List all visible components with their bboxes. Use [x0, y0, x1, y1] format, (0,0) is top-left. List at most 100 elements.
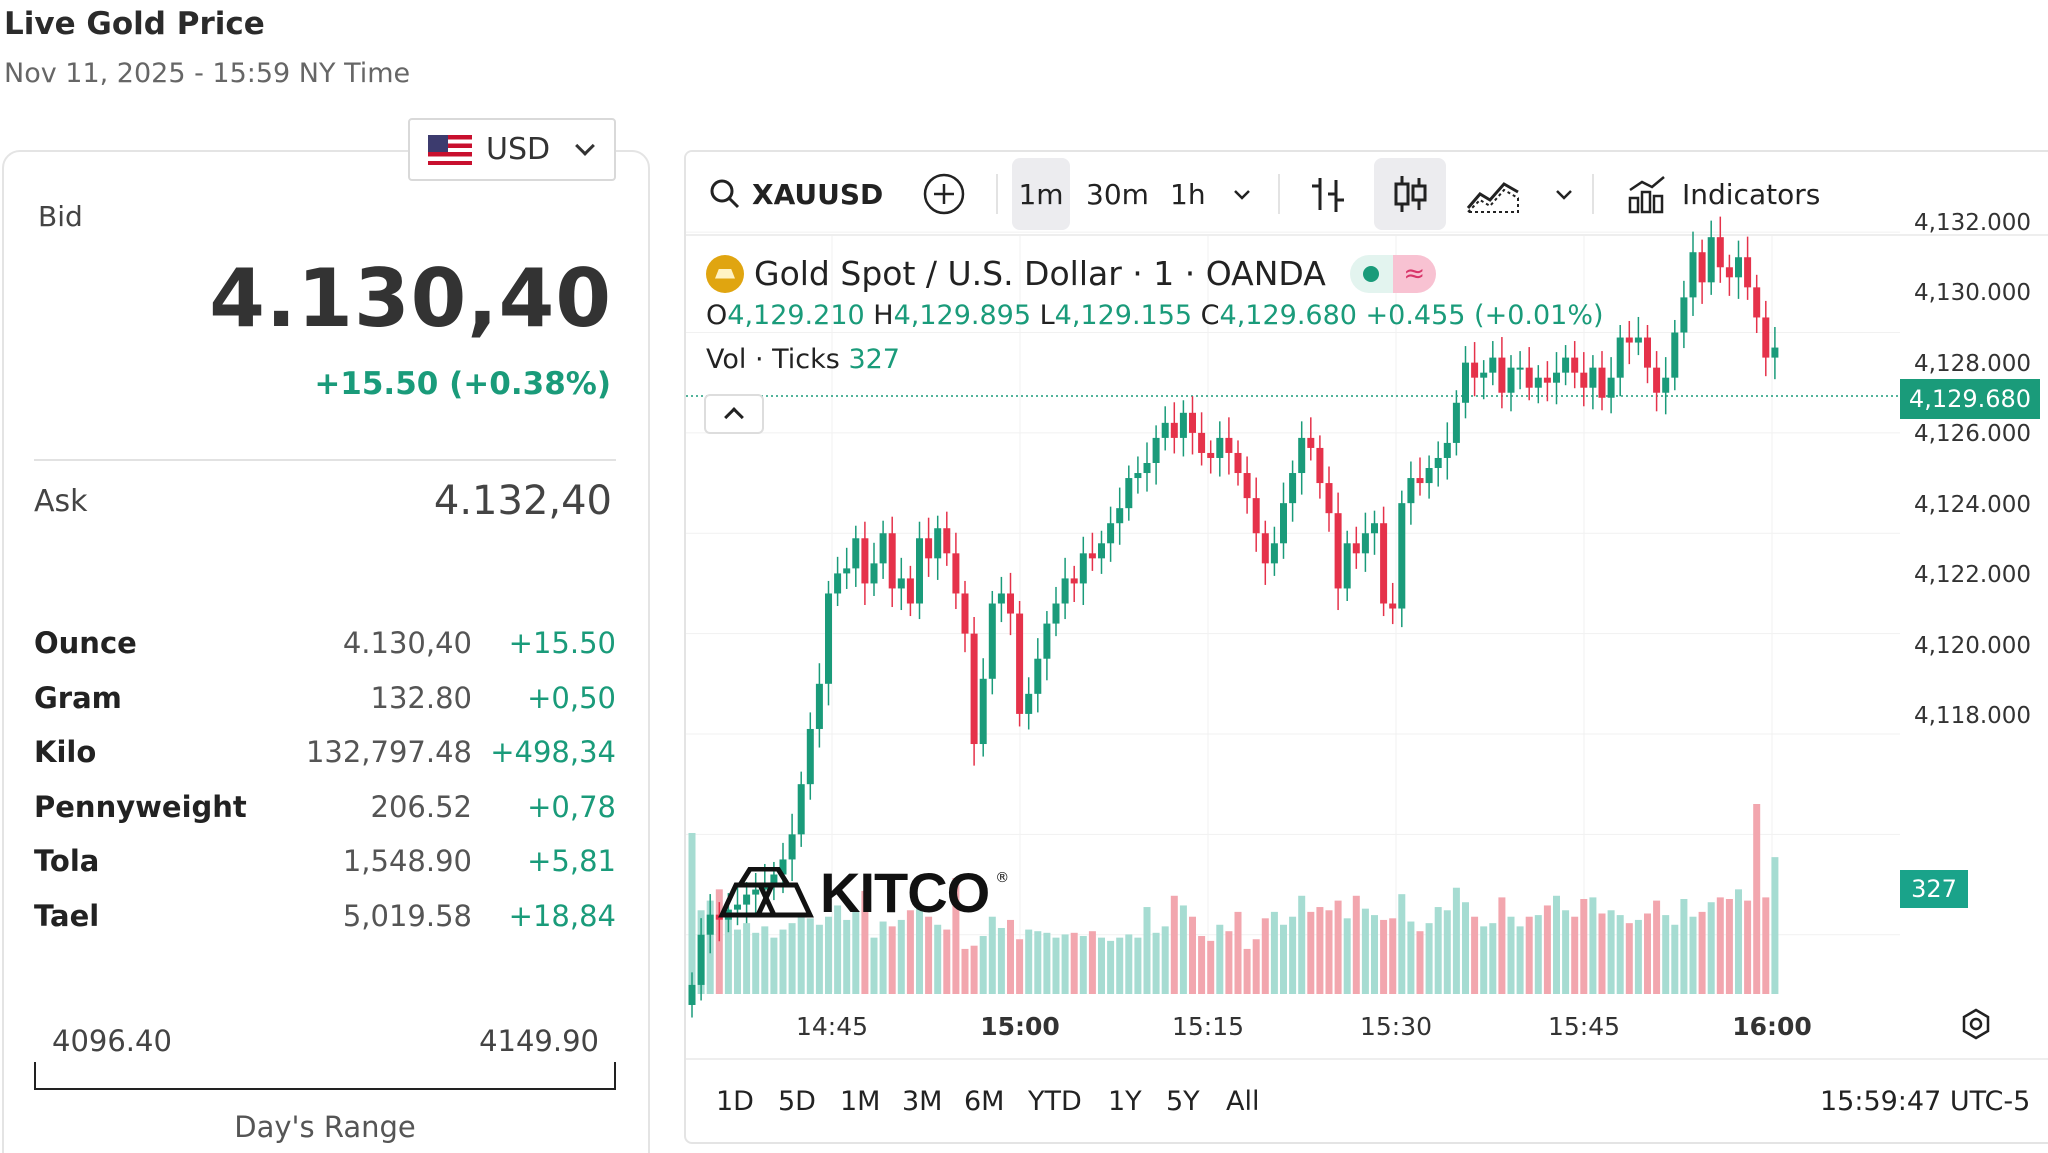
y-tick: 4,122.000 [1914, 562, 2032, 588]
symbol-search[interactable]: XAUUSD [708, 158, 883, 230]
volume-bar [1671, 924, 1679, 994]
volume-bar [1298, 895, 1306, 994]
range-1m[interactable]: 1M [840, 1086, 881, 1117]
candle [1052, 586, 1060, 637]
candle [1534, 365, 1542, 404]
interval-1h[interactable]: 1h [1170, 177, 1206, 211]
x-tick: 15:00 [980, 1012, 1060, 1041]
unit-row: Ounce 4.130,40 +15.50 [34, 616, 616, 671]
bar-style-button[interactable] [1308, 158, 1348, 230]
volume-bar [734, 929, 741, 994]
chart-clock: 15:59:47 UTC-5 [1820, 1086, 2031, 1117]
candle [1753, 274, 1761, 334]
compare-button[interactable] [922, 158, 966, 230]
volume-bar [770, 937, 778, 994]
volume-bar [1016, 939, 1024, 994]
volume-bar [1252, 939, 1260, 994]
candle [1543, 361, 1551, 402]
candle [1234, 440, 1242, 486]
last-volume-tag: 327 [1900, 870, 1968, 908]
unit-price: 1,548.90 [342, 844, 472, 879]
candle [688, 972, 696, 1018]
range-3m[interactable]: 3M [902, 1086, 943, 1117]
last-price-tag: 4,129.680 [1900, 379, 2040, 419]
volume-bar [1735, 889, 1742, 994]
price-chart[interactable] [686, 152, 2048, 1058]
volume-bar [1625, 923, 1633, 994]
volume-bar [1507, 916, 1515, 994]
y-tick: 4,130.000 [1914, 280, 2032, 306]
chart-type-dropdown[interactable] [1552, 158, 1576, 230]
volume-bar [724, 916, 732, 994]
volume-bar [906, 910, 914, 994]
bid-change: +15.50 (+0.38%) [314, 366, 611, 402]
candle [1079, 536, 1087, 606]
y-tick: 4,126.000 [1914, 421, 2032, 447]
unit-price: 206.52 [370, 789, 472, 824]
candle [897, 557, 905, 611]
volume-bar [1052, 937, 1060, 994]
volume-bar [1125, 934, 1133, 994]
volume-bar [1398, 894, 1406, 994]
page-title: Live Gold Price [4, 6, 265, 42]
legend-status-badge[interactable]: ≈ [1349, 254, 1436, 293]
volume-bar [916, 905, 923, 994]
interval-dropdown[interactable] [1230, 158, 1254, 230]
area-chart-icon [1466, 182, 1519, 213]
symbol-label: XAUUSD [752, 177, 884, 211]
interval-30m[interactable]: 30m [1086, 177, 1149, 211]
kitco-wordmark: KITCO [820, 861, 990, 924]
candle [1289, 460, 1297, 522]
candle [788, 813, 796, 882]
day-range-bar [34, 1062, 616, 1090]
volume-bar [970, 945, 978, 994]
volume-bar [1034, 931, 1042, 994]
bid-price: 4.130,40 [209, 252, 612, 345]
range-ytd[interactable]: YTD [1028, 1086, 1082, 1117]
y-tick: 4,132.000 [1914, 210, 2032, 236]
unit-price: 4.130,40 [342, 626, 472, 661]
candle [1352, 526, 1360, 569]
range-5y[interactable]: 5Y [1166, 1086, 1200, 1117]
volume-bar [897, 919, 905, 994]
volume-bar [1025, 929, 1033, 994]
candle [1598, 351, 1606, 411]
candle [1525, 347, 1533, 401]
candle [1589, 355, 1597, 410]
volume-bar [1261, 918, 1269, 994]
indicators-button[interactable]: Indicators [1626, 158, 1820, 230]
candle [734, 884, 741, 926]
candle [1125, 465, 1133, 521]
unit-change: +5,81 [527, 844, 616, 879]
range-1y[interactable]: 1Y [1108, 1086, 1142, 1117]
candle [1662, 357, 1670, 415]
change-value: +0.455 (+0.01%) [1365, 300, 1604, 331]
range-5d[interactable]: 5D [778, 1086, 816, 1117]
candle [1225, 417, 1233, 475]
volume-bar [1316, 907, 1324, 994]
chart-widget: XAUUSD 1m 30m 1h Indicators [684, 150, 2048, 1144]
volume-bar [688, 832, 696, 994]
volume-bar [1434, 907, 1442, 994]
settings-icon[interactable] [1960, 1008, 1992, 1040]
candles-style-button[interactable] [1374, 158, 1446, 230]
candle [1471, 342, 1479, 397]
candle [916, 521, 923, 620]
volume-bar [879, 921, 887, 994]
collapse-legend-button[interactable] [704, 394, 764, 434]
range-1d[interactable]: 1D [716, 1086, 754, 1117]
volume-bar [1216, 924, 1224, 994]
volume-bar [1680, 899, 1688, 994]
candle [1189, 396, 1196, 455]
range-all[interactable]: All [1226, 1086, 1260, 1117]
candle [1179, 400, 1187, 457]
bars-icon [1312, 178, 1344, 212]
volume-bar [1653, 900, 1661, 994]
volume-bar [852, 911, 860, 994]
y-tick: 4,118.000 [1914, 703, 2032, 729]
currency-select[interactable]: USD [408, 118, 616, 181]
range-6m[interactable]: 6M [964, 1086, 1005, 1117]
day-range-high: 4149.90 [479, 1024, 599, 1058]
interval-1m[interactable]: 1m [1012, 158, 1070, 230]
area-style-button[interactable] [1466, 158, 1520, 230]
